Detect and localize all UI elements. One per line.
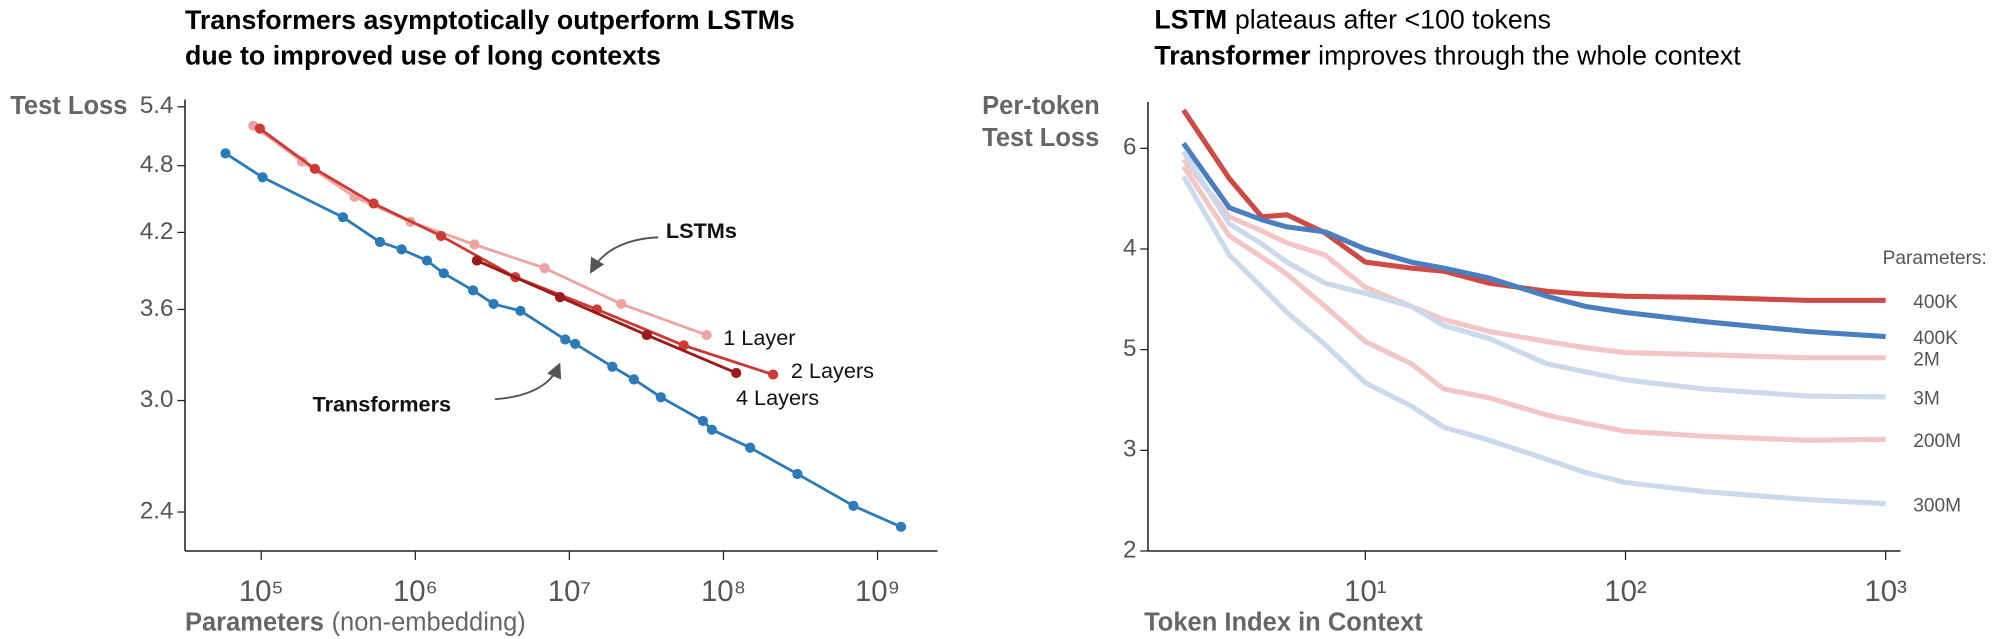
series-line — [476, 259, 737, 375]
x-tick-label: 10⁵ — [239, 575, 284, 608]
data-point — [641, 329, 652, 341]
series-line — [252, 124, 708, 337]
data-point — [467, 285, 479, 296]
data-point — [701, 329, 712, 341]
data-point — [220, 148, 231, 159]
data-point — [515, 305, 526, 316]
y-tick-label: 4.8 — [140, 151, 174, 178]
annotation: LSTMs — [666, 218, 737, 243]
chart-title: due to improved use of long contexts — [185, 40, 661, 70]
x-tick-label: 10⁸ — [701, 575, 746, 608]
title-bold: Transformer — [1154, 40, 1311, 70]
chart-title: LSTM plateaus after <100 tokens — [1154, 5, 1551, 35]
y-tick-label: 5.4 — [140, 92, 174, 119]
series-label: Transformers — [313, 391, 452, 416]
data-point — [655, 392, 666, 403]
data-point — [435, 230, 447, 242]
chart-title: Transformer improves through the whole co… — [1154, 40, 1741, 70]
data-point — [678, 340, 689, 351]
data-point — [337, 212, 349, 223]
data-point — [254, 123, 265, 134]
x-tick-label: 10² — [1604, 575, 1647, 608]
series-label: 300M — [1913, 495, 1961, 516]
series-line — [259, 127, 774, 376]
x-tick-label: 10⁶ — [393, 575, 438, 608]
series-line — [1181, 141, 1886, 340]
data-point — [554, 291, 566, 303]
data-point — [706, 424, 717, 435]
data-point — [368, 198, 379, 209]
data-point — [469, 239, 480, 250]
data-point — [731, 367, 742, 379]
data-point — [616, 298, 627, 310]
y-tick-label: 6 — [1123, 134, 1136, 161]
data-point — [539, 263, 550, 274]
legend-title: Parameters: — [1883, 248, 1987, 269]
x-tick-label: 10⁹ — [855, 575, 900, 608]
y-axis-label: Per-token — [982, 92, 1100, 120]
y-tick-label: 5 — [1123, 335, 1136, 362]
y-tick-label: 2 — [1123, 536, 1136, 563]
series-label: 400K — [1913, 328, 1958, 349]
series-label: 2 Layers — [791, 358, 874, 383]
series-label: 1 Layer — [723, 325, 795, 350]
data-point — [745, 442, 756, 453]
y-tick-label: 4.2 — [140, 218, 174, 245]
series-label: 400K — [1913, 292, 1958, 313]
data-point — [848, 500, 859, 511]
data-point — [374, 236, 386, 248]
series-label: 4 Layers — [736, 385, 819, 410]
data-point — [257, 172, 268, 183]
annotation-arrow — [589, 236, 659, 274]
data-point — [768, 369, 779, 380]
y-tick-label: 2.4 — [140, 497, 174, 524]
data-point — [895, 521, 907, 532]
annotation-arrow — [494, 362, 562, 401]
x-tick-label: 10³ — [1864, 575, 1907, 608]
series-line — [1181, 108, 1886, 303]
x-tick-label: 10⁷ — [548, 575, 591, 608]
series-line — [1181, 150, 1886, 400]
title-bold: LSTM — [1154, 5, 1227, 35]
series-label: 2M — [1913, 349, 1940, 370]
x-axis-label-note: (non-embedding) — [332, 608, 526, 636]
data-point — [607, 361, 618, 372]
data-point — [792, 468, 803, 480]
series-line — [1181, 175, 1886, 507]
series-line — [1181, 165, 1886, 443]
y-tick-label: 3 — [1123, 436, 1136, 463]
y-tick-label: 3.0 — [140, 386, 174, 413]
series-line — [1181, 157, 1886, 361]
data-point — [309, 163, 321, 174]
title-rest: improves through the whole context — [1318, 40, 1741, 70]
data-point — [570, 338, 581, 350]
data-point — [488, 298, 499, 310]
y-tick-label: 3.6 — [140, 295, 174, 322]
data-point — [396, 244, 407, 255]
x-axis-label: Parameters (non-embedding) — [185, 608, 526, 636]
series-label: 200M — [1913, 431, 1961, 452]
series-label: 3M — [1913, 389, 1940, 410]
y-tick-label: 4 — [1123, 234, 1136, 261]
data-point — [421, 255, 433, 266]
data-point — [471, 255, 482, 266]
y-axis-label: Test Loss — [10, 92, 127, 120]
data-point — [697, 415, 709, 427]
x-axis-label: Token Index in Context — [1144, 608, 1423, 636]
x-tick-label: 10¹ — [1344, 575, 1387, 608]
chart-title: Transformers asymptotically outperform L… — [185, 5, 795, 35]
title-rest: plateaus after <100 tokens — [1235, 5, 1551, 35]
data-point — [628, 374, 639, 385]
data-point — [438, 268, 449, 279]
x-axis-label-main: Token Index in Context — [1144, 608, 1423, 636]
y-axis-label: Test Loss — [982, 124, 1099, 152]
data-point — [560, 334, 571, 345]
x-axis-label-main: Parameters — [185, 608, 324, 636]
